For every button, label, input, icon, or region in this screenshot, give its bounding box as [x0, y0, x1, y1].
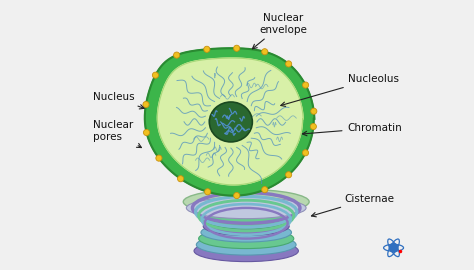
Circle shape	[285, 172, 292, 178]
Text: Nucleus: Nucleus	[93, 92, 144, 109]
Polygon shape	[145, 48, 314, 196]
Polygon shape	[157, 58, 303, 185]
Circle shape	[205, 189, 211, 195]
Circle shape	[143, 102, 149, 107]
Circle shape	[204, 46, 210, 52]
Circle shape	[311, 108, 317, 114]
Ellipse shape	[199, 229, 294, 249]
Ellipse shape	[203, 217, 289, 235]
Ellipse shape	[183, 190, 309, 214]
Circle shape	[173, 52, 180, 58]
Circle shape	[234, 45, 240, 51]
Ellipse shape	[186, 197, 306, 219]
Circle shape	[302, 82, 309, 88]
Circle shape	[389, 244, 398, 252]
Circle shape	[144, 129, 150, 136]
Circle shape	[262, 187, 268, 193]
Text: Nuclear
envelope: Nuclear envelope	[252, 13, 307, 49]
Ellipse shape	[206, 211, 287, 229]
Circle shape	[302, 150, 309, 156]
Text: Cisternae: Cisternae	[311, 194, 394, 217]
Text: Nucleolus: Nucleolus	[281, 74, 399, 106]
Ellipse shape	[201, 223, 292, 242]
Circle shape	[178, 176, 183, 182]
Text: Nuclear
pores: Nuclear pores	[93, 120, 141, 148]
Ellipse shape	[196, 234, 296, 255]
Circle shape	[310, 123, 317, 130]
Ellipse shape	[210, 102, 252, 142]
Circle shape	[152, 72, 158, 78]
Circle shape	[262, 49, 268, 55]
Text: Chromatin: Chromatin	[302, 123, 402, 136]
Ellipse shape	[194, 240, 299, 262]
Circle shape	[156, 155, 162, 161]
Circle shape	[285, 61, 292, 67]
Circle shape	[234, 193, 240, 199]
